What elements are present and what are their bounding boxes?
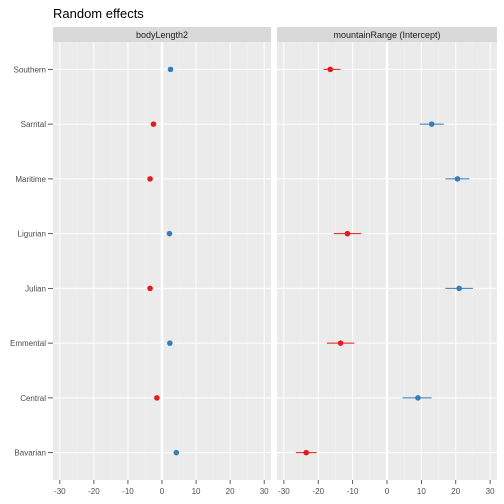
x-tick-label: 30	[486, 487, 495, 496]
estimate-point	[147, 285, 153, 292]
x-tick-label: 10	[192, 487, 201, 496]
x-tick-label: 0	[160, 487, 165, 496]
x-tick-label: -10	[122, 487, 134, 496]
x-tick-label: -30	[278, 487, 290, 496]
x-tick-label: -10	[347, 487, 359, 496]
estimate-point	[428, 121, 435, 127]
estimate-point	[415, 395, 421, 401]
x-tick-label: 30	[260, 487, 269, 496]
category-label: Julian	[25, 284, 46, 293]
estimate-point	[344, 230, 351, 237]
x-tick-label: -20	[88, 487, 100, 496]
estimate-point	[167, 340, 173, 346]
strip-label: bodyLength2	[136, 30, 188, 40]
chart-title: Random effects	[53, 6, 144, 21]
x-tick-label: 20	[226, 487, 235, 496]
estimate-point	[167, 66, 174, 73]
estimate-point	[456, 285, 462, 292]
x-tick-label: -20	[312, 487, 324, 496]
x-tick-label: 20	[451, 487, 460, 496]
estimate-point	[327, 66, 334, 73]
category-axis: Southern Sarntal Maritime Ligurian Julian Emm…	[10, 65, 53, 458]
category-label: Sarntal	[21, 120, 47, 129]
category-label: Emmental	[10, 339, 46, 348]
estimate-point	[454, 176, 461, 182]
category-label: Maritime	[15, 175, 46, 184]
estimate-point	[173, 449, 180, 456]
x-tick-label: 10	[417, 487, 426, 496]
category-label: Southern	[14, 65, 46, 74]
estimate-point	[150, 121, 157, 127]
strip-label: mountainRange (Intercept)	[333, 30, 440, 40]
facet-panels: bodyLength2-30 -20 -10 0 10 20 30mountainRange…	[53, 27, 497, 496]
estimate-point	[303, 449, 310, 456]
estimate-point	[147, 176, 153, 182]
strip-background	[277, 27, 497, 42]
facet-panel: bodyLength2 -30 -20 -10 0 10 20 30	[53, 27, 271, 496]
estimate-point	[166, 230, 173, 237]
estimate-point	[337, 340, 344, 346]
x-tick-label: -30	[54, 487, 66, 496]
category-label: Bavarian	[14, 449, 46, 458]
estimate-point	[154, 395, 160, 401]
strip-background	[53, 27, 271, 42]
x-tick-label: 0	[385, 487, 390, 496]
facet-panel: mountainRange (Intercept) -30 -20 -10 0 10 20 3…	[277, 27, 497, 496]
category-label: Central	[20, 394, 46, 403]
category-label: Ligurian	[18, 230, 46, 239]
